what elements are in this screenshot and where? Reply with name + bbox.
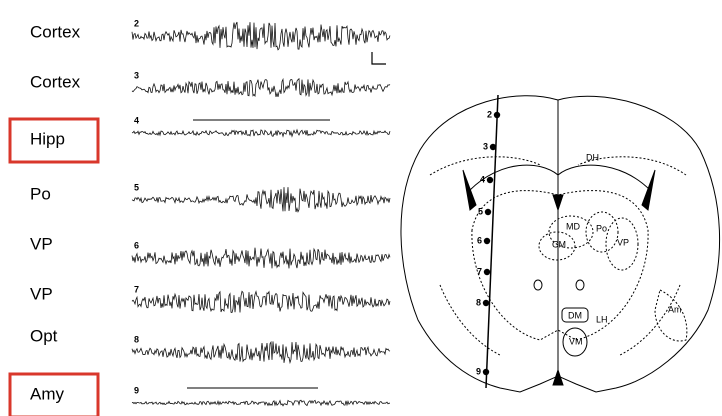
electrode-number: 6: [477, 235, 482, 245]
region-label: CM: [552, 239, 566, 249]
trace-number: 2: [134, 18, 139, 28]
scale-bar: [372, 52, 386, 64]
eeg-trace: [132, 22, 390, 50]
trace-number: 9: [134, 385, 139, 395]
electrode-site: [483, 369, 489, 375]
electrode-site: [485, 209, 491, 215]
eeg-trace: [132, 130, 390, 136]
electrode-number: 4: [480, 174, 485, 184]
electrode-site: [490, 144, 496, 150]
region-label: Po: [596, 223, 607, 233]
figure-canvas: Cortex Cortex Hipp Po VP VP Opt Amy 2 3 4 5 6 7 8 9 2 3 4 5…: [0, 0, 722, 416]
region-label: DM: [568, 310, 582, 320]
eeg-trace: [132, 187, 390, 212]
eeg-trace: [132, 341, 390, 362]
electrode-number: 9: [476, 366, 481, 376]
eeg-trace: [132, 79, 390, 97]
channel-label: VP: [30, 234, 53, 253]
electrode-site: [484, 238, 490, 244]
electrode-site: [484, 269, 490, 275]
region-label: MD: [566, 221, 580, 231]
eeg-trace: [132, 400, 390, 406]
electrode-number: 8: [476, 297, 481, 307]
trace-number: 7: [134, 284, 139, 294]
channel-label: Opt: [30, 326, 58, 345]
region-label: VP: [617, 237, 629, 247]
electrode-site: [487, 177, 493, 183]
electrode-number: 7: [477, 266, 482, 276]
electrode-number: 2: [487, 109, 492, 119]
electrode-number: 3: [483, 141, 488, 151]
region-label: LH: [596, 314, 608, 324]
channel-label: Hipp: [30, 129, 65, 148]
trace-number: 8: [134, 334, 139, 344]
channel-label: VP: [30, 284, 53, 303]
channel-label: Cortex: [30, 72, 81, 91]
channel-label: Amy: [30, 384, 65, 403]
channel-label: Po: [30, 184, 51, 203]
trace-number: 5: [134, 182, 139, 192]
region-label: VM: [569, 336, 583, 346]
eeg-trace: [132, 248, 390, 269]
trace-number: 4: [134, 115, 139, 125]
channel-label: Cortex: [30, 22, 81, 41]
figure: Cortex Cortex Hipp Po VP VP Opt Amy 2 3 4 5 6 7 8 9 2 3 4 5…: [0, 0, 722, 416]
electrode-number: 5: [478, 206, 483, 216]
eeg-trace: [132, 291, 390, 312]
trace-number: 3: [134, 70, 139, 80]
trace-number: 6: [134, 240, 139, 250]
region-label: DH: [586, 152, 599, 162]
region-label: Am: [668, 304, 682, 314]
electrode-site: [483, 300, 489, 306]
electrode-site: [494, 112, 500, 118]
